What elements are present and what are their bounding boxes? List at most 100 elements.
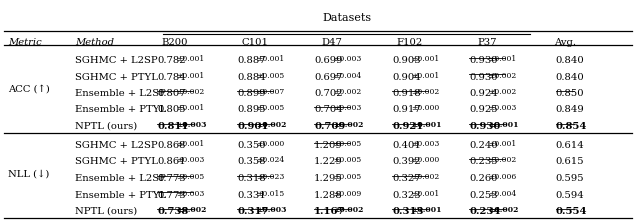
Text: ±0.001: ±0.001 bbox=[488, 121, 518, 129]
Text: ±0.001: ±0.001 bbox=[488, 55, 516, 63]
Text: 0.401: 0.401 bbox=[392, 141, 421, 150]
Text: 1.229: 1.229 bbox=[314, 157, 343, 167]
Text: ±0.002: ±0.002 bbox=[488, 157, 516, 165]
Text: ±0.005: ±0.005 bbox=[333, 173, 361, 181]
Text: 0.917: 0.917 bbox=[392, 105, 421, 114]
Text: 0.318: 0.318 bbox=[237, 174, 266, 183]
Text: 0.595: 0.595 bbox=[556, 174, 584, 183]
Text: 0.811: 0.811 bbox=[157, 122, 188, 131]
Text: 0.930: 0.930 bbox=[469, 56, 498, 65]
Text: ±0.024: ±0.024 bbox=[256, 157, 284, 165]
Text: 0.554: 0.554 bbox=[556, 207, 587, 216]
Text: Metric: Metric bbox=[8, 38, 42, 47]
Text: ±0.001: ±0.001 bbox=[411, 190, 439, 198]
Text: 0.805: 0.805 bbox=[157, 105, 186, 114]
Text: 0.594: 0.594 bbox=[556, 190, 584, 200]
Text: C101: C101 bbox=[241, 38, 269, 47]
Text: ±0.001: ±0.001 bbox=[176, 105, 204, 112]
Text: NPTL (ours): NPTL (ours) bbox=[75, 122, 137, 131]
Text: Avg.: Avg. bbox=[554, 38, 576, 47]
Text: ±0.003: ±0.003 bbox=[333, 105, 361, 112]
Text: ±0.004: ±0.004 bbox=[488, 190, 516, 198]
Text: P37: P37 bbox=[477, 38, 497, 47]
Text: 0.702: 0.702 bbox=[314, 89, 342, 98]
Text: 0.925: 0.925 bbox=[469, 105, 498, 114]
Text: ±0.003: ±0.003 bbox=[256, 206, 286, 214]
Text: ±0.003: ±0.003 bbox=[176, 121, 206, 129]
Text: 0.840: 0.840 bbox=[556, 56, 584, 65]
Text: 0.331: 0.331 bbox=[237, 190, 266, 200]
Text: Method: Method bbox=[75, 38, 114, 47]
Text: ±0.003: ±0.003 bbox=[176, 190, 204, 198]
Text: 0.924: 0.924 bbox=[469, 89, 498, 98]
Text: SGHMC + L2SP: SGHMC + L2SP bbox=[75, 56, 157, 65]
Text: Ensemble + L2SP: Ensemble + L2SP bbox=[75, 174, 166, 183]
Text: ±0.001: ±0.001 bbox=[176, 55, 204, 63]
Text: 0.850: 0.850 bbox=[556, 89, 584, 98]
Text: 0.899: 0.899 bbox=[237, 89, 266, 98]
Text: 0.782: 0.782 bbox=[157, 56, 186, 65]
Text: 0.918: 0.918 bbox=[392, 89, 421, 98]
Text: ±0.001: ±0.001 bbox=[411, 72, 439, 80]
Text: 0.773: 0.773 bbox=[157, 174, 186, 183]
Text: ±0.002: ±0.002 bbox=[176, 206, 206, 214]
Text: Datasets: Datasets bbox=[322, 13, 371, 23]
Text: ±0.005: ±0.005 bbox=[256, 105, 284, 112]
Text: ±0.001: ±0.001 bbox=[488, 140, 516, 148]
Text: ±0.023: ±0.023 bbox=[256, 173, 284, 181]
Text: 0.350: 0.350 bbox=[237, 141, 266, 150]
Text: ±0.007: ±0.007 bbox=[256, 88, 284, 96]
Text: 0.903: 0.903 bbox=[392, 56, 420, 65]
Text: ±0.005: ±0.005 bbox=[256, 72, 284, 80]
Text: ±0.002: ±0.002 bbox=[488, 72, 516, 80]
Text: F102: F102 bbox=[397, 38, 423, 47]
Text: 0.784: 0.784 bbox=[157, 72, 186, 81]
Text: 1.167: 1.167 bbox=[314, 207, 346, 216]
Text: ±0.002: ±0.002 bbox=[256, 121, 286, 129]
Text: ±0.002: ±0.002 bbox=[488, 206, 518, 214]
Text: ±0.005: ±0.005 bbox=[176, 173, 204, 181]
Text: 1.295: 1.295 bbox=[314, 174, 343, 183]
Text: 0.849: 0.849 bbox=[556, 105, 584, 114]
Text: 0.887: 0.887 bbox=[237, 56, 266, 65]
Text: ±0.006: ±0.006 bbox=[488, 173, 516, 181]
Text: D47: D47 bbox=[321, 38, 342, 47]
Text: 0.901: 0.901 bbox=[237, 122, 268, 131]
Text: ±0.004: ±0.004 bbox=[333, 72, 361, 80]
Text: SGHMC + PTYL: SGHMC + PTYL bbox=[75, 157, 158, 167]
Text: 0.854: 0.854 bbox=[556, 122, 587, 131]
Text: ±0.005: ±0.005 bbox=[333, 157, 361, 165]
Text: ACC (↑): ACC (↑) bbox=[8, 85, 50, 93]
Text: 0.323: 0.323 bbox=[392, 190, 420, 200]
Text: ±0.015: ±0.015 bbox=[256, 190, 284, 198]
Text: 0.240: 0.240 bbox=[469, 141, 498, 150]
Text: NLL (↓): NLL (↓) bbox=[8, 169, 49, 178]
Text: ±0.003: ±0.003 bbox=[488, 105, 516, 112]
Text: ±0.002: ±0.002 bbox=[176, 88, 204, 96]
Text: Ensemble + PTYL: Ensemble + PTYL bbox=[75, 190, 166, 200]
Text: 0.709: 0.709 bbox=[314, 122, 346, 131]
Text: 0.234: 0.234 bbox=[469, 207, 500, 216]
Text: 0.807: 0.807 bbox=[157, 89, 186, 98]
Text: 0.235: 0.235 bbox=[469, 157, 498, 167]
Text: ±0.001: ±0.001 bbox=[176, 72, 204, 80]
Text: 0.861: 0.861 bbox=[157, 157, 186, 167]
Text: 0.697: 0.697 bbox=[314, 72, 342, 81]
Text: NPTL (ours): NPTL (ours) bbox=[75, 207, 137, 216]
Text: B200: B200 bbox=[162, 38, 188, 47]
Text: ±0.003: ±0.003 bbox=[333, 55, 361, 63]
Text: ±0.001: ±0.001 bbox=[256, 55, 284, 63]
Text: ±0.001: ±0.001 bbox=[411, 121, 442, 129]
Text: ±0.003: ±0.003 bbox=[176, 157, 204, 165]
Text: 0.253: 0.253 bbox=[469, 190, 498, 200]
Text: ±0.002: ±0.002 bbox=[333, 206, 363, 214]
Text: ±0.002: ±0.002 bbox=[411, 88, 439, 96]
Text: ±0.000: ±0.000 bbox=[256, 140, 284, 148]
Text: ±0.009: ±0.009 bbox=[333, 190, 361, 198]
Text: 0.868: 0.868 bbox=[157, 141, 186, 150]
Text: ±0.002: ±0.002 bbox=[333, 88, 361, 96]
Text: 0.930: 0.930 bbox=[469, 72, 498, 81]
Text: 0.921: 0.921 bbox=[392, 122, 423, 131]
Text: ±0.005: ±0.005 bbox=[333, 140, 361, 148]
Text: 0.317: 0.317 bbox=[237, 207, 268, 216]
